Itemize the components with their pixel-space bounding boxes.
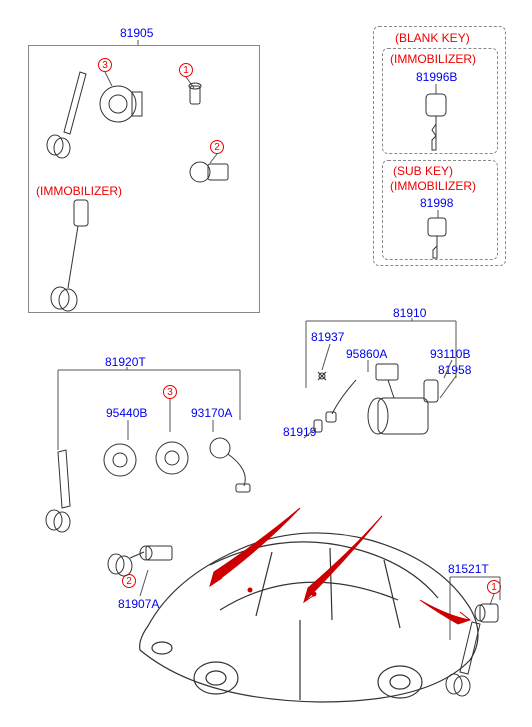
part-81920T[interactable]: 81920T xyxy=(105,355,146,369)
part-93170A[interactable]: 93170A xyxy=(191,406,232,420)
part-81905[interactable]: 81905 xyxy=(120,26,153,40)
immobilizer-label-2: (IMMOBILIZER) xyxy=(390,179,476,193)
part-81521T[interactable]: 81521T xyxy=(448,562,489,576)
part-93110B[interactable]: 93110B xyxy=(430,347,470,361)
part-81907A[interactable]: 81907A xyxy=(118,597,159,611)
immobilizer-label-3: (IMMOBILIZER) xyxy=(36,184,122,198)
part-81937[interactable]: 81937 xyxy=(311,330,344,344)
part-95440B[interactable]: 95440B xyxy=(106,406,147,420)
immobilizer-label-1: (IMMOBILIZER) xyxy=(390,52,476,66)
circled-2-mid: 2 xyxy=(122,574,136,588)
sub-key-label: (SUB KEY) xyxy=(393,164,453,178)
circled-1-top: 1 xyxy=(179,63,193,77)
blank-key-label: (BLANK KEY) xyxy=(395,31,470,45)
part-95860A[interactable]: 95860A xyxy=(346,347,387,361)
part-81919[interactable]: 81919 xyxy=(283,425,316,439)
circled-3-mid: 3 xyxy=(163,385,177,399)
circled-1-right: 1 xyxy=(487,580,501,594)
main-lockset-box xyxy=(28,45,260,313)
circled-2-top: 2 xyxy=(210,140,224,154)
part-81958[interactable]: 81958 xyxy=(438,363,471,377)
part-81910[interactable]: 81910 xyxy=(393,306,426,320)
part-81996B[interactable]: 81996B xyxy=(416,70,457,84)
part-81998[interactable]: 81998 xyxy=(420,196,453,210)
circled-3-top: 3 xyxy=(98,58,112,72)
